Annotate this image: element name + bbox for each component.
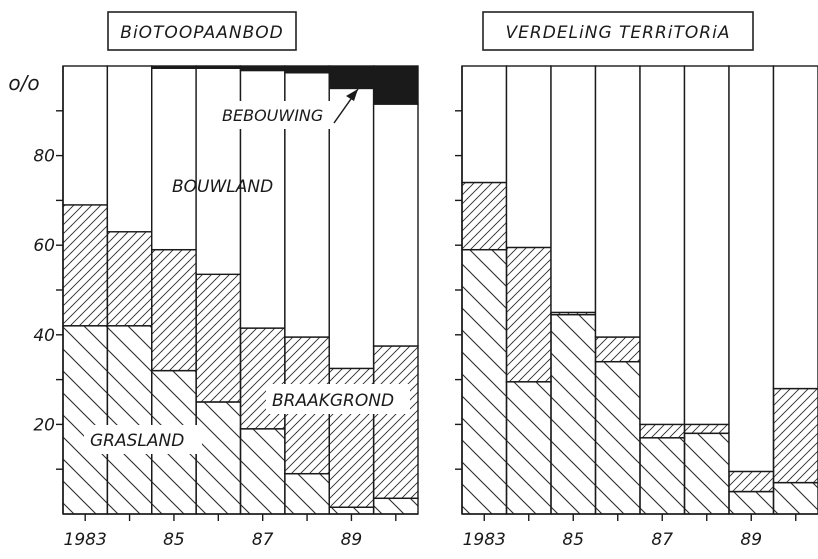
left-bar-89-grasland [329,507,373,514]
right-bar-1990-grasland [774,483,818,514]
right-bar-89-grasland [729,492,774,514]
right-bar-87-bouwland [640,66,685,424]
right-bar-1983-bouwland [462,66,507,182]
left-y-tick-label-20: 20 [33,415,55,435]
left-bar-87-grasland [241,429,285,514]
right-bar-1988-braakgrond [685,424,730,433]
left-bar-1988-bebouwing [285,66,329,73]
left-bar-1983-bouwland [63,66,107,205]
left-bar-1990-bouwland [374,104,418,346]
right-bar-1984-bouwland [507,66,552,247]
right-panel: 1983 85 87 89 [455,66,818,550]
left-bar-1986-bebouwing [196,66,240,68]
left-x-tick-label-89: 89 [341,530,363,550]
left-bar-1983-grasland [63,326,107,514]
right-bar-1983-grasland [462,250,507,514]
right-bar-1986-grasland [596,362,641,514]
right-bar-1990-bouwland [774,66,818,389]
right-bar-1986-bouwland [596,66,641,337]
left-y-tick-label-40: 40 [33,326,55,346]
right-bar-1983-braakgrond [462,182,507,249]
left-chart-title: BiOTOOPAANBOD [120,23,283,43]
right-bar-1986-braakgrond [596,337,641,362]
left-bar-1990-bebouwing [374,66,418,104]
left-bar-85-braakgrond [152,250,196,371]
label-bouwland: BOUWLAND [172,177,273,197]
y-axis-unit-label: o/o [8,71,39,95]
right-bar-1984-braakgrond [507,247,552,381]
right-bar-1984-grasland [507,382,552,514]
left-bar-89-bouwland [329,88,373,368]
left-bar-1984-braakgrond [107,232,151,326]
left-y-tick-label-80: 80 [33,147,55,167]
right-chart-title: VERDELiNG TERRiTORiA [506,23,731,43]
label-bebouwing: BEBOUWING [222,106,323,125]
right-bar-87-grasland [640,438,685,514]
chart-panels: 1983 85 87 89 20 40 60 80 1983 85 87 89 [33,66,818,550]
left-bar-1984-grasland [107,326,151,514]
left-title-box: BiOTOOPAANBOD [108,12,296,50]
left-bar-1983-braakgrond [63,205,107,326]
left-bar-1986-grasland [196,402,240,514]
label-grasland: GRASLAND [90,431,184,451]
right-bar-1988-grasland [685,433,730,514]
right-x-tick-label-85: 85 [562,530,584,550]
right-bar-89-bouwland [729,66,774,471]
left-bar-1984-bouwland [107,66,151,232]
right-x-tick-label-1983: 1983 [463,530,506,550]
right-bar-89-braakgrond [729,471,774,491]
left-bar-87-bebouwing [241,66,285,70]
left-bar-1990-grasland [374,498,418,514]
right-bar-85-grasland [551,315,596,514]
left-bar-85-bouwland [152,68,196,249]
left-x-tick-label-85: 85 [163,530,185,550]
left-bar-1988-grasland [285,474,329,514]
left-bar-1990-braakgrond [374,346,418,498]
left-bar-89-bebouwing [329,66,373,88]
right-x-tick-label-89: 89 [740,530,762,550]
left-bar-85-bebouwing [152,66,196,68]
left-panel: 1983 85 87 89 20 40 60 80 [33,66,418,550]
left-bar-1986-braakgrond [196,274,240,402]
right-title-box: VERDELiNG TERRiTORiA [483,12,753,50]
right-bar-1988-bouwland [685,66,730,424]
right-bar-87-braakgrond [640,424,685,437]
left-x-tick-label-87: 87 [252,530,274,550]
right-bar-1990-braakgrond [774,389,818,483]
left-y-tick-label-60: 60 [33,236,55,256]
right-x-tick-label-87: 87 [651,530,673,550]
left-x-tick-label-1983: 1983 [64,530,107,550]
label-braakgrond: BRAAKGROND [272,391,394,411]
left-bar-1986-bouwland [196,68,240,274]
right-bar-85-bouwland [551,66,596,312]
